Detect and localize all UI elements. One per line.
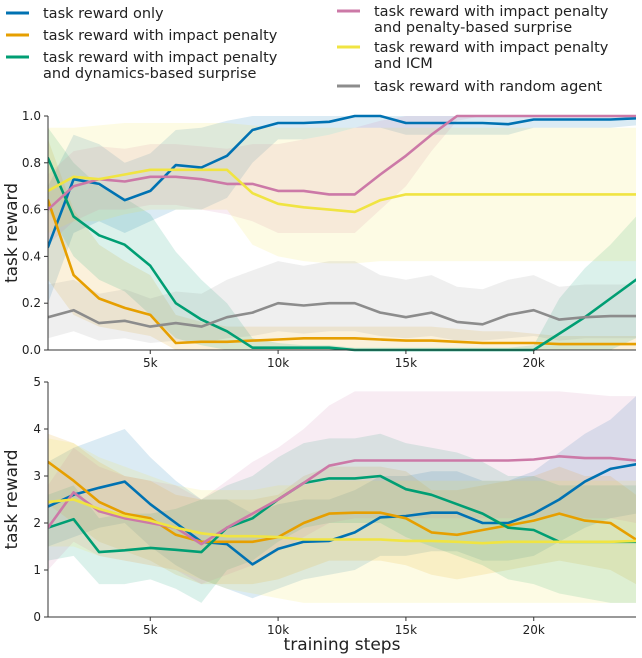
line-series-4 (48, 454, 636, 546)
legend-label: task reward only (43, 6, 164, 22)
panel-2: 0 1 2 3 4 5 5k 10k 15k 20k task reward training ste… (2, 375, 636, 655)
axes: 0.0 0.2 0.4 0.6 0.8 1.0 5k 10k 15k 20k task reward (2, 109, 636, 370)
x-tick-label: 10k (267, 623, 289, 637)
legend-label: task reward with impact penalty (374, 40, 609, 56)
x-tick-label: 20k (523, 623, 545, 637)
x-tick-label: 20k (523, 356, 545, 370)
legend-entry-6: task reward with random agent (337, 79, 602, 95)
band-series-3 (48, 127, 636, 350)
band-series-1 (48, 116, 636, 304)
legend-entry-1: task reward only (6, 6, 164, 22)
y-tick-label: 0.4 (22, 249, 41, 263)
line-series-5 (48, 498, 636, 545)
legend-label: task reward with impact penalty (43, 50, 278, 66)
x-tick-label: 10k (267, 356, 289, 370)
y-tick-label: 1.0 (22, 109, 41, 123)
y-axis-title: task reward (2, 183, 22, 283)
legend-label: and penalty-based surprise (374, 20, 572, 36)
band-series-2 (48, 433, 636, 585)
band-series-1 (48, 396, 636, 599)
y-tick-label: 1 (33, 563, 41, 577)
series-lines (48, 114, 636, 352)
y-tick-label: 0.6 (22, 203, 41, 217)
legend-entry-2: task reward with impact penalty (6, 28, 278, 44)
x-tick-label: 5k (143, 356, 158, 370)
legend-label: task reward with impact penalty (374, 4, 609, 20)
legend-label: and dynamics-based surprise (43, 66, 256, 82)
legend-label: and ICM (374, 56, 433, 72)
panel-1: 0.0 0.2 0.4 0.6 0.8 1.0 5k 10k 15k 20k task reward (2, 109, 636, 370)
line-series-6 (48, 301, 636, 328)
y-tick-label: 4 (33, 422, 41, 436)
x-axis-title: training steps (284, 635, 401, 655)
line-series-2 (48, 198, 636, 346)
series-lines (48, 454, 636, 566)
line-series-1 (48, 462, 636, 566)
line-series-2 (48, 460, 636, 544)
y-tick-label: 5 (33, 375, 41, 389)
y-axis-title: task reward (2, 449, 22, 549)
line-series-1 (48, 114, 636, 249)
line-series-5 (48, 168, 636, 214)
line-series-3 (48, 474, 636, 554)
x-tick-label: 15k (395, 623, 417, 637)
y-tick-label: 0.2 (22, 296, 41, 310)
y-tick-label: 0.0 (22, 343, 41, 357)
confidence-bands (48, 391, 636, 603)
band-series-3 (48, 433, 636, 603)
legend-label: task reward with impact penalty (43, 28, 278, 44)
legend-label: task reward with random agent (374, 79, 602, 95)
band-series-5 (48, 438, 636, 603)
band-series-4 (48, 116, 636, 245)
line-series-4 (48, 114, 636, 211)
axes: 0 1 2 3 4 5 5k 10k 15k 20k task reward training ste… (2, 375, 636, 655)
line-series-3 (48, 156, 636, 352)
y-tick-label: 3 (33, 469, 41, 483)
y-tick-label: 0 (33, 610, 41, 624)
x-tick-label: 5k (143, 623, 158, 637)
legend: task reward only task reward with impact … (6, 4, 609, 95)
x-tick-label: 15k (395, 356, 417, 370)
y-tick-label: 2 (33, 516, 41, 530)
y-tick-label: 0.8 (22, 156, 41, 170)
